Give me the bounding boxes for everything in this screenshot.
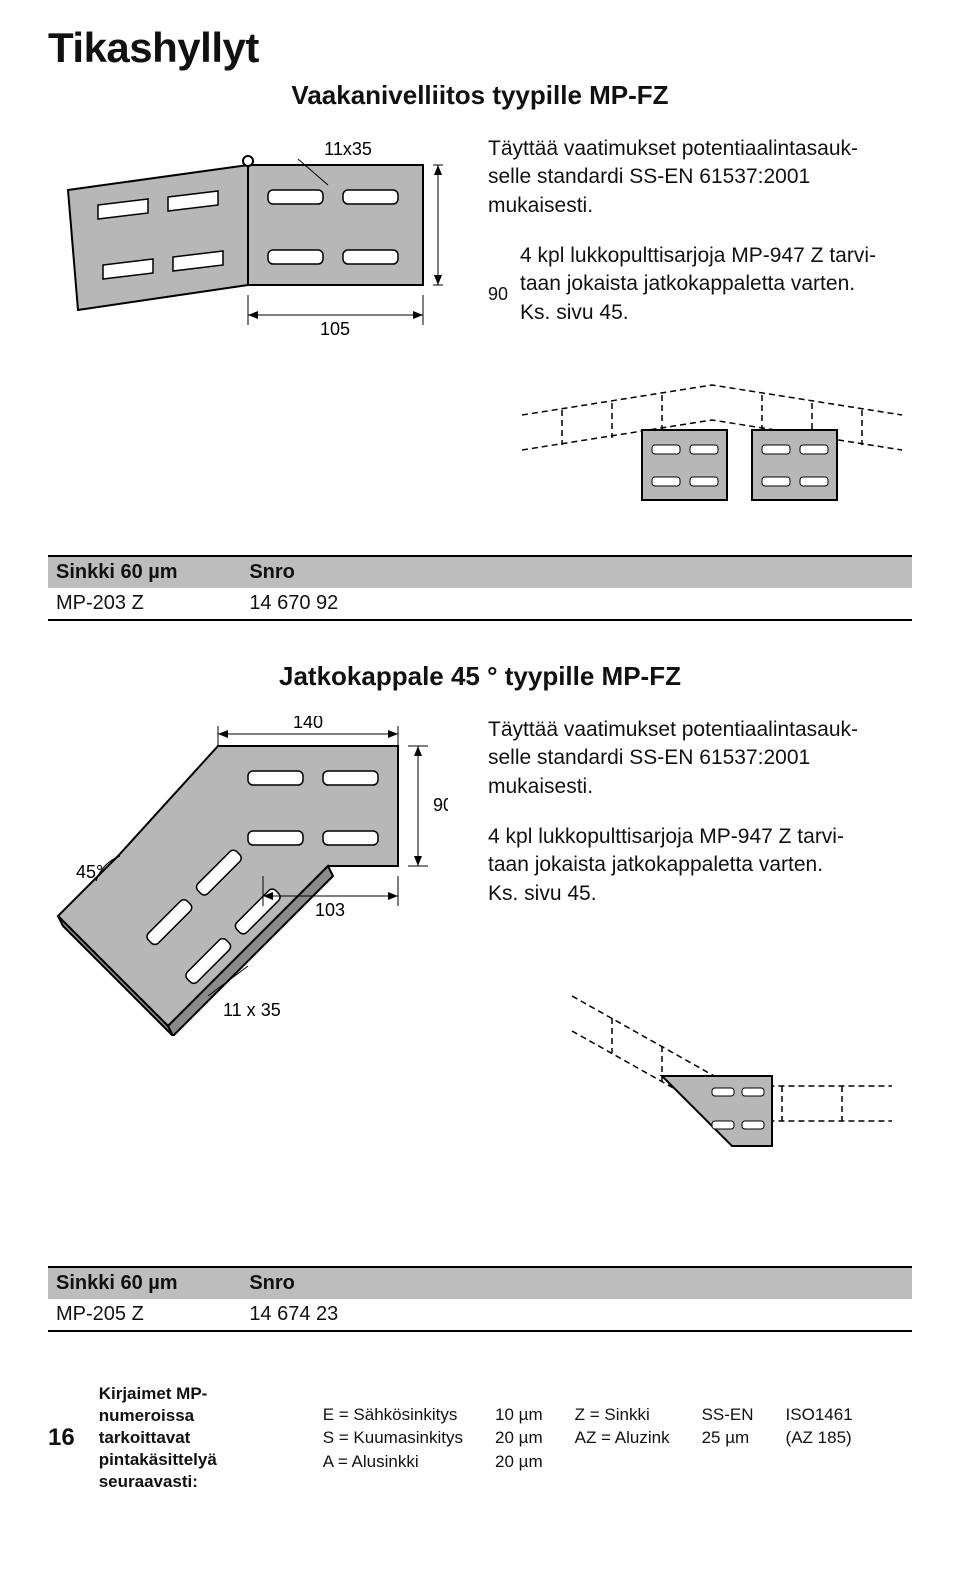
table-1: Sinkki 60 µm Snro MP-203 Z 14 670 92 xyxy=(48,555,912,621)
dim-bottom-2: 103 xyxy=(315,900,345,920)
diagram-2: 45° 140 90 103 xyxy=(48,716,448,1036)
section2-para1: Täyttää vaatimukset potentiaalintasauk- … xyxy=(488,716,912,801)
table1-r1c1: MP-203 Z xyxy=(48,588,241,620)
dim-height-2: 90 xyxy=(433,795,448,815)
section2-para2: 4 kpl lukkopulttisarjoja MP-947 Z tarvi-… xyxy=(488,823,912,908)
dim-slot-2: 11 x 35 xyxy=(223,1000,281,1020)
dim-bottom-1: 105 xyxy=(320,319,350,339)
footer-col4: SS-EN 25 µm xyxy=(702,1403,754,1474)
section1-title: Vaakanivelliitos tyypille MP-FZ xyxy=(48,80,912,111)
dim-angle: 45° xyxy=(76,862,103,882)
footer-left: Kirjaimet MP-numeroissa tarkoittavat pin… xyxy=(99,1383,299,1493)
section-jatkokappale: Jatkokappale 45 ° tyypille MP-FZ xyxy=(48,661,912,1332)
diagram-1: 11x35 105 xyxy=(48,135,448,355)
footer-col5: ISO1461 (AZ 185) xyxy=(786,1403,853,1474)
table2-h2: Snro xyxy=(241,1267,393,1299)
dim-top-2: 140 xyxy=(293,716,323,732)
table1-h2: Snro xyxy=(241,556,393,588)
section-vaakanivelliitos: Vaakanivelliitos tyypille MP-FZ xyxy=(48,80,912,621)
table-2: Sinkki 60 µm Snro MP-205 Z 14 674 23 xyxy=(48,1266,912,1332)
page-footer: 16 Kirjaimet MP-numeroissa tarkoittavat … xyxy=(48,1372,912,1513)
table2-r1c2: 14 674 23 xyxy=(241,1299,393,1331)
table2-h1: Sinkki 60 µm xyxy=(48,1267,241,1299)
footer-col1: E = Sähkösinkitys S = Kuumasinkitys A = … xyxy=(323,1403,463,1474)
page-number: 16 xyxy=(48,1424,75,1452)
footer-col3: Z = Sinkki AZ = Aluzink xyxy=(575,1403,670,1474)
table2-r1c1: MP-205 Z xyxy=(48,1299,241,1331)
footer-col2: 10 µm 20 µm 20 µm xyxy=(495,1403,543,1474)
dim-slot-1: 11x35 xyxy=(324,139,372,159)
illustration-1 xyxy=(512,365,912,525)
dim-height-1: 90 xyxy=(488,282,508,306)
table1-h1: Sinkki 60 µm xyxy=(48,556,241,588)
section1-para2: 4 kpl lukkopulttisarjoja MP-947 Z tarvi-… xyxy=(520,242,912,327)
page-title: Tikashyllyt xyxy=(48,24,912,72)
illustration-2 xyxy=(552,976,912,1236)
section2-title: Jatkokappale 45 ° tyypille MP-FZ xyxy=(48,661,912,692)
table1-r1c2: 14 670 92 xyxy=(241,588,393,620)
section1-para1: Täyttää vaatimukset potentiaalintasauk- … xyxy=(488,135,912,220)
